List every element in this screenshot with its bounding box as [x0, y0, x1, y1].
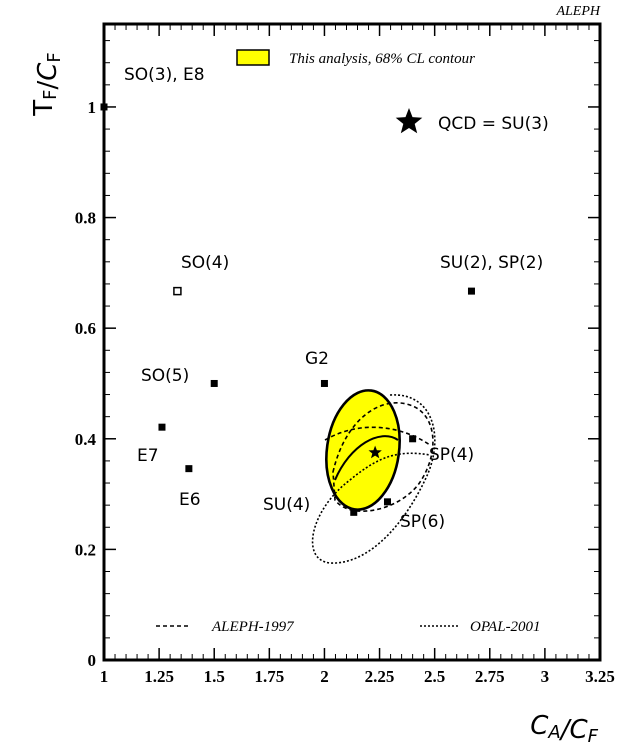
- label-g2: G2: [305, 349, 329, 369]
- x-tick-label-3-25: 3.25: [585, 667, 615, 686]
- legend-contour-swatch: [236, 49, 270, 66]
- y-axis-title: TF/CF: [29, 52, 65, 117]
- label-so-4: SO(4): [181, 253, 229, 273]
- x-tick-label-2: 2: [320, 667, 329, 686]
- x-tick-label-2-5: 2.5: [424, 667, 445, 686]
- cl-contour: [325, 389, 401, 511]
- y-tick-label-0: 0: [88, 651, 97, 670]
- data-point-labels: SO(3), E8 SO(4) SU(2), SP(2) SO(5) G2 E7 E6 SU(…: [124, 65, 549, 532]
- aleph-1997-contour-arc: [324, 426, 431, 446]
- label-so-3-e8: SO(3), E8: [124, 65, 205, 85]
- x-tick-label-1-5: 1.5: [204, 667, 225, 686]
- label-so-5: SO(5): [141, 366, 189, 386]
- label-su-4: SU(4): [263, 495, 310, 515]
- y-tick-label-0-2: 0.2: [75, 540, 96, 559]
- aleph-corner-label: ALEPH: [555, 4, 600, 19]
- legend-contour-label: This analysis, 68% CL contour: [289, 51, 475, 67]
- legend-aleph-1997-label: ALEPH-1997: [211, 619, 295, 635]
- marker-su-2-sp-2: [467, 287, 475, 295]
- marker-e7: [158, 423, 166, 431]
- plot-frame: [102, 22, 602, 662]
- legend-opal-2001-label: OPAL-2001: [470, 619, 541, 635]
- x-tick-label-1-75: 1.75: [254, 667, 284, 686]
- marker-qcd-su-3: [395, 108, 423, 134]
- y-tick-label-0-6: 0.6: [75, 319, 96, 338]
- y-tick-label-1: 1: [88, 98, 97, 117]
- legend-aleph-1997: ALEPH-1997: [156, 619, 295, 635]
- x-axis-ticks: 1 1.25 1.5 1.75 2 2.25 2.5 2.75 3 3.25: [100, 24, 615, 686]
- ellipse-inner-line: [334, 435, 399, 481]
- marker-su-4: [350, 508, 358, 516]
- marker-measurement-star: [368, 445, 382, 459]
- x-tick-label-2-75: 2.75: [475, 667, 505, 686]
- y-tick-label-0-8: 0.8: [75, 209, 96, 228]
- x-axis-title: CA/CF: [530, 711, 598, 746]
- label-su-2-sp-2: SU(2), SP(2): [440, 253, 543, 273]
- label-qcd-su-3: QCD = SU(3): [438, 114, 549, 134]
- aleph-1997-contour: [332, 402, 434, 512]
- legend-contour: This analysis, 68% CL contour: [236, 49, 475, 67]
- legend-opal-2001: OPAL-2001: [420, 619, 541, 635]
- x-tick-label-1: 1: [100, 667, 109, 686]
- marker-so-4: [173, 286, 182, 296]
- x-tick-label-1-25: 1.25: [144, 667, 174, 686]
- label-e7: E7: [137, 446, 159, 466]
- marker-e6: [185, 465, 193, 473]
- label-e6: E6: [179, 490, 201, 510]
- opal-2001-contour: [311, 394, 436, 564]
- marker-sp-4: [409, 435, 417, 443]
- y-tick-label-0-4: 0.4: [75, 430, 97, 449]
- x-tick-label-2-25: 2.25: [365, 667, 395, 686]
- label-sp-4: SP(4): [429, 445, 474, 465]
- label-sp-6: SP(6): [400, 512, 445, 532]
- marker-g2: [320, 379, 328, 387]
- marker-so-5: [210, 379, 218, 387]
- contours: [311, 389, 436, 564]
- x-tick-label-3: 3: [541, 667, 550, 686]
- marker-sp-6: [383, 498, 391, 506]
- y-axis-ticks: 0 0.2 0.4 0.6 0.8 1: [75, 40, 600, 670]
